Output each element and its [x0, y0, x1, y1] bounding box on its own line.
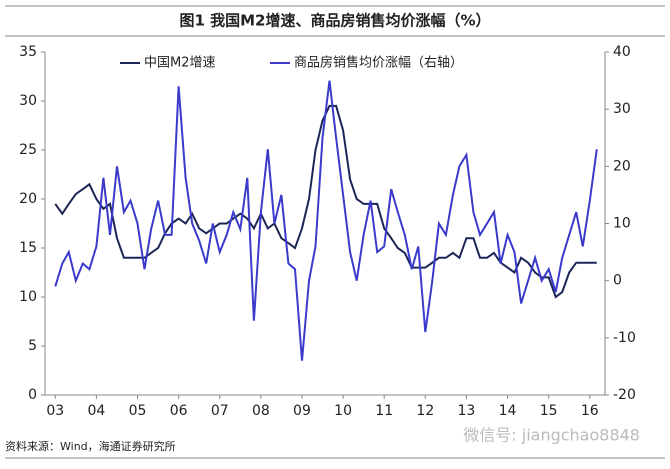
y-tick-label: 15: [19, 240, 37, 256]
y-tick-label: 0: [28, 387, 37, 403]
x-tick-label: 07: [211, 403, 229, 419]
legend-label: 商品房销售均价涨幅（右轴）: [294, 55, 463, 71]
x-tick-label: 10: [334, 403, 352, 419]
y-tick-label: 35: [19, 44, 37, 60]
x-tick-label: 03: [46, 403, 64, 419]
y-tick-label: 5: [28, 338, 37, 354]
y2-tick-label: 40: [613, 44, 631, 60]
y-tick-label: 30: [19, 93, 37, 109]
y2-tick-label: 30: [613, 101, 631, 117]
x-tick-label: 15: [540, 403, 558, 419]
y2-tick-label: -20: [613, 387, 636, 403]
x-tick-label: 16: [581, 403, 599, 419]
y2-tick-label: 20: [613, 158, 631, 174]
x-tick-label: 05: [129, 403, 147, 419]
y-tick-label: 25: [19, 142, 37, 158]
y2-tick-label: -10: [613, 330, 636, 346]
x-tick-label: 09: [293, 403, 311, 419]
series-line: [54, 80, 598, 361]
x-tick-label: 14: [499, 403, 517, 419]
x-tick-label: 04: [87, 403, 105, 419]
y2-tick-label: 10: [613, 216, 631, 232]
watermark: 微信号: jiangchao8848: [463, 426, 640, 445]
series-line: [54, 104, 597, 299]
x-tick-label: 13: [458, 403, 476, 419]
legend-label: 中国M2增速: [144, 56, 216, 71]
y2-tick-label: 0: [613, 273, 622, 289]
y-tick-label: 20: [19, 191, 37, 207]
x-tick-label: 12: [416, 403, 434, 419]
x-tick-label: 06: [170, 403, 188, 419]
x-tick-label: 11: [375, 403, 393, 419]
x-tick-label: 08: [252, 403, 270, 419]
chart-title: 图1 我国M2增速、商品房销售均价涨幅（%）: [179, 12, 490, 30]
y-tick-label: 10: [19, 289, 37, 305]
source-note: 资料来源：Wind，海通证券研究所: [5, 439, 176, 453]
